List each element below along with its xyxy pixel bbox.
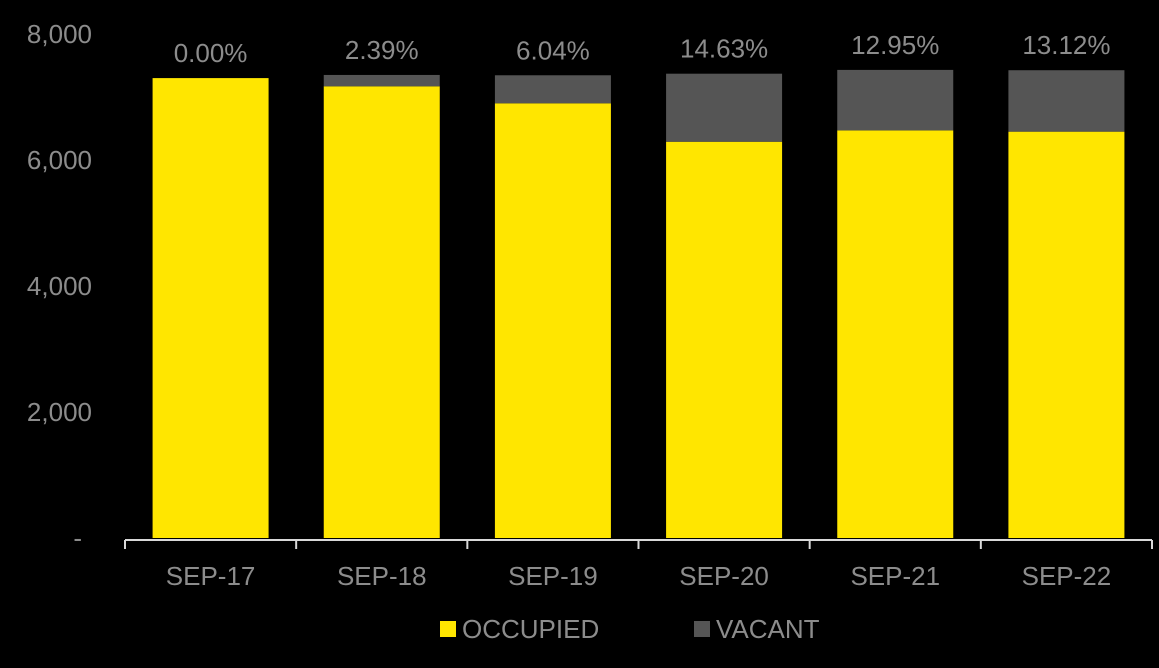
x-axis (124, 539, 1153, 549)
legend-label-occupied: OCCUPIED (462, 614, 599, 644)
x-tick-label: SEP-22 (1022, 561, 1112, 591)
bar-occupied-sep-19 (494, 103, 611, 539)
legend: OCCUPIED VACANT (440, 614, 820, 644)
x-tick-label: SEP-18 (337, 561, 427, 591)
bar-vacant-sep-20 (666, 73, 783, 142)
y-tick-label: 6,000 (27, 145, 92, 175)
bars (152, 69, 1125, 539)
x-tick-label: SEP-19 (508, 561, 598, 591)
vacancy-rate-label: 0.00% (174, 38, 248, 68)
y-tick-label: - (73, 523, 82, 553)
bar-vacant-sep-19 (494, 75, 611, 104)
bar-vacant-sep-21 (837, 69, 954, 131)
vacancy-rate-label: 13.12% (1022, 30, 1110, 60)
bar-vacant-sep-18 (323, 74, 440, 87)
vacancy-rate-label: 6.04% (516, 35, 590, 65)
bar-vacant-sep-22 (1008, 70, 1125, 132)
y-tick-label: 2,000 (27, 397, 92, 427)
y-axis-labels: - 2,000 4,000 6,000 8,000 (27, 19, 92, 553)
y-tick-label: 8,000 (27, 19, 92, 49)
bar-occupied-sep-22 (1008, 131, 1125, 538)
legend-label-vacant: VACANT (716, 614, 820, 644)
bar-occupied-sep-17 (152, 78, 269, 538)
x-tick-label: SEP-17 (166, 561, 256, 591)
vacancy-rate-label: 12.95% (851, 30, 939, 60)
vacancy-rate-label: 14.63% (680, 34, 768, 64)
bar-occupied-sep-21 (837, 130, 954, 538)
legend-swatch-vacant (694, 621, 710, 637)
x-tick-label: SEP-20 (679, 561, 769, 591)
bar-occupied-sep-20 (666, 141, 783, 539)
legend-swatch-occupied (440, 621, 456, 637)
vacancy-rate-label: 2.39% (345, 35, 419, 65)
y-tick-label: 4,000 (27, 271, 92, 301)
x-axis-labels: SEP-17 SEP-18 SEP-19 SEP-20 SEP-21 SEP-22 (166, 561, 1111, 591)
bar-occupied-sep-18 (323, 86, 440, 538)
vacancy-rate-labels: 0.00% 2.39% 6.04% 14.63% 12.95% 13.12% (174, 30, 1111, 68)
x-tick-label: SEP-21 (850, 561, 940, 591)
